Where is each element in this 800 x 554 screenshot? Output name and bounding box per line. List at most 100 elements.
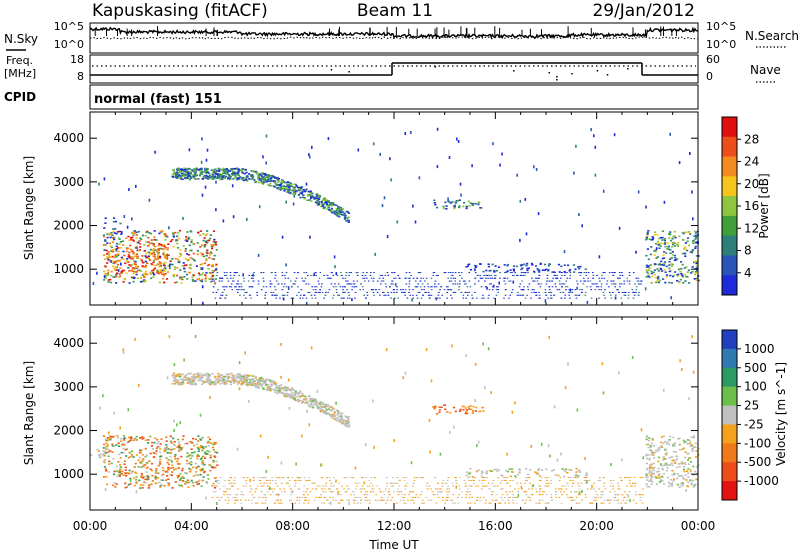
power-arc-echo xyxy=(299,196,302,199)
velocity-arc-echo xyxy=(195,375,198,378)
velocity-range-striation xyxy=(512,479,514,481)
velocity-echo xyxy=(694,456,698,458)
power-sparse-echo xyxy=(533,165,535,169)
power-echo xyxy=(659,264,662,266)
power-range-striation xyxy=(595,283,597,285)
power-arc-echo xyxy=(295,185,298,187)
velocity-echo xyxy=(98,454,102,456)
power-range-striation xyxy=(332,286,335,288)
velocity-range-striation xyxy=(481,479,484,481)
power-echo-strong xyxy=(107,269,110,272)
power-echo xyxy=(690,251,694,254)
velocity-range-striation xyxy=(539,502,541,504)
velocity-range-striation xyxy=(555,491,558,493)
velocity-arc-echo xyxy=(285,395,288,398)
power-range-striation xyxy=(487,277,489,279)
power-range-striation xyxy=(281,289,284,291)
power-echo xyxy=(669,239,673,242)
velocity-echo xyxy=(135,472,138,474)
power-range-striation xyxy=(618,291,620,293)
power-arc-echo xyxy=(176,168,179,171)
power-range-striation xyxy=(618,272,621,274)
velocity-range-striation xyxy=(417,496,420,498)
velocity-echo xyxy=(104,438,108,440)
velocity-echo xyxy=(654,475,657,478)
velocity-echo xyxy=(679,462,682,465)
power-range-striation xyxy=(345,272,348,274)
power-echo xyxy=(686,276,689,278)
velocity-range-striation xyxy=(222,491,225,493)
velocity-range-striation xyxy=(438,491,440,493)
velocity-arc-echo xyxy=(184,374,188,376)
power-arc-echo xyxy=(327,206,330,209)
velocity-echo xyxy=(121,442,124,445)
power-echo xyxy=(209,237,212,240)
power-range-striation xyxy=(561,274,563,276)
power-echo xyxy=(200,273,203,276)
velocity-echo xyxy=(665,452,668,454)
power-range-striation xyxy=(394,277,397,279)
power-arc-echo xyxy=(333,204,336,206)
power-echo-strong xyxy=(132,252,135,254)
power-echo xyxy=(158,247,161,250)
power-echo-strong xyxy=(133,262,136,264)
velocity-echo xyxy=(655,477,658,479)
power-echo-strong xyxy=(130,258,133,260)
power-range-striation xyxy=(239,294,241,296)
power-echo xyxy=(646,248,649,250)
power-echo-strong xyxy=(164,261,167,264)
power-arc-echo xyxy=(288,181,291,184)
power-range-striation xyxy=(638,283,641,285)
velocity-echo xyxy=(109,437,112,440)
power-range-striation xyxy=(307,291,309,293)
velocity-echo xyxy=(159,443,162,445)
power-arc-echo xyxy=(200,169,203,171)
velocity-echo xyxy=(678,465,681,468)
velocity-echo xyxy=(140,466,143,468)
power-range-striation xyxy=(612,291,614,293)
power-arc-echo xyxy=(345,220,348,222)
power-range-striation xyxy=(308,291,311,293)
power-range-striation xyxy=(497,291,499,293)
velocity-arc-echo xyxy=(317,402,320,405)
velocity-echo xyxy=(123,443,126,446)
velocity-arc-echo xyxy=(340,417,343,419)
power-echo xyxy=(166,271,170,273)
power-arc-echo xyxy=(215,170,218,172)
velocity-echo xyxy=(673,472,676,475)
velocity-patch-echo xyxy=(463,405,466,408)
power-range-striation xyxy=(578,294,581,296)
velocity-echo xyxy=(120,440,123,442)
velocity-arc-echo xyxy=(223,375,226,378)
power-echo xyxy=(153,267,156,270)
power-arc-echo xyxy=(189,171,192,173)
power-echo xyxy=(645,238,648,241)
velocity-range-striation xyxy=(567,496,569,498)
power-sparse-echo xyxy=(292,202,295,206)
velocity-echo xyxy=(157,446,160,448)
power-arc-echo xyxy=(218,170,221,173)
velocity-echo xyxy=(676,477,679,480)
power-arc-echo xyxy=(334,213,337,216)
power-range-striation xyxy=(600,289,603,291)
velocity-arc-echo xyxy=(267,383,270,386)
power-echo xyxy=(547,264,550,267)
velocity-range-striation xyxy=(407,499,409,501)
velocity-echo xyxy=(687,452,690,455)
velocity-arc-echo xyxy=(336,413,339,416)
velocity-echo xyxy=(695,478,698,481)
power-range-striation xyxy=(437,274,439,276)
velocity-range-striation xyxy=(633,477,636,479)
power-echo xyxy=(164,239,167,241)
velocity-arc-echo xyxy=(178,375,181,378)
velocity-echo xyxy=(660,436,663,438)
power-echo xyxy=(185,264,188,266)
velocity-echo xyxy=(578,469,581,471)
velocity-range-striation xyxy=(412,485,414,487)
power-range-striation xyxy=(405,277,407,279)
power-arc-echo xyxy=(318,194,321,197)
power-range-striation xyxy=(274,274,277,276)
power-range-striation xyxy=(348,294,350,296)
velocity-range-striation xyxy=(469,491,471,493)
velocity-range-striation xyxy=(374,477,377,479)
